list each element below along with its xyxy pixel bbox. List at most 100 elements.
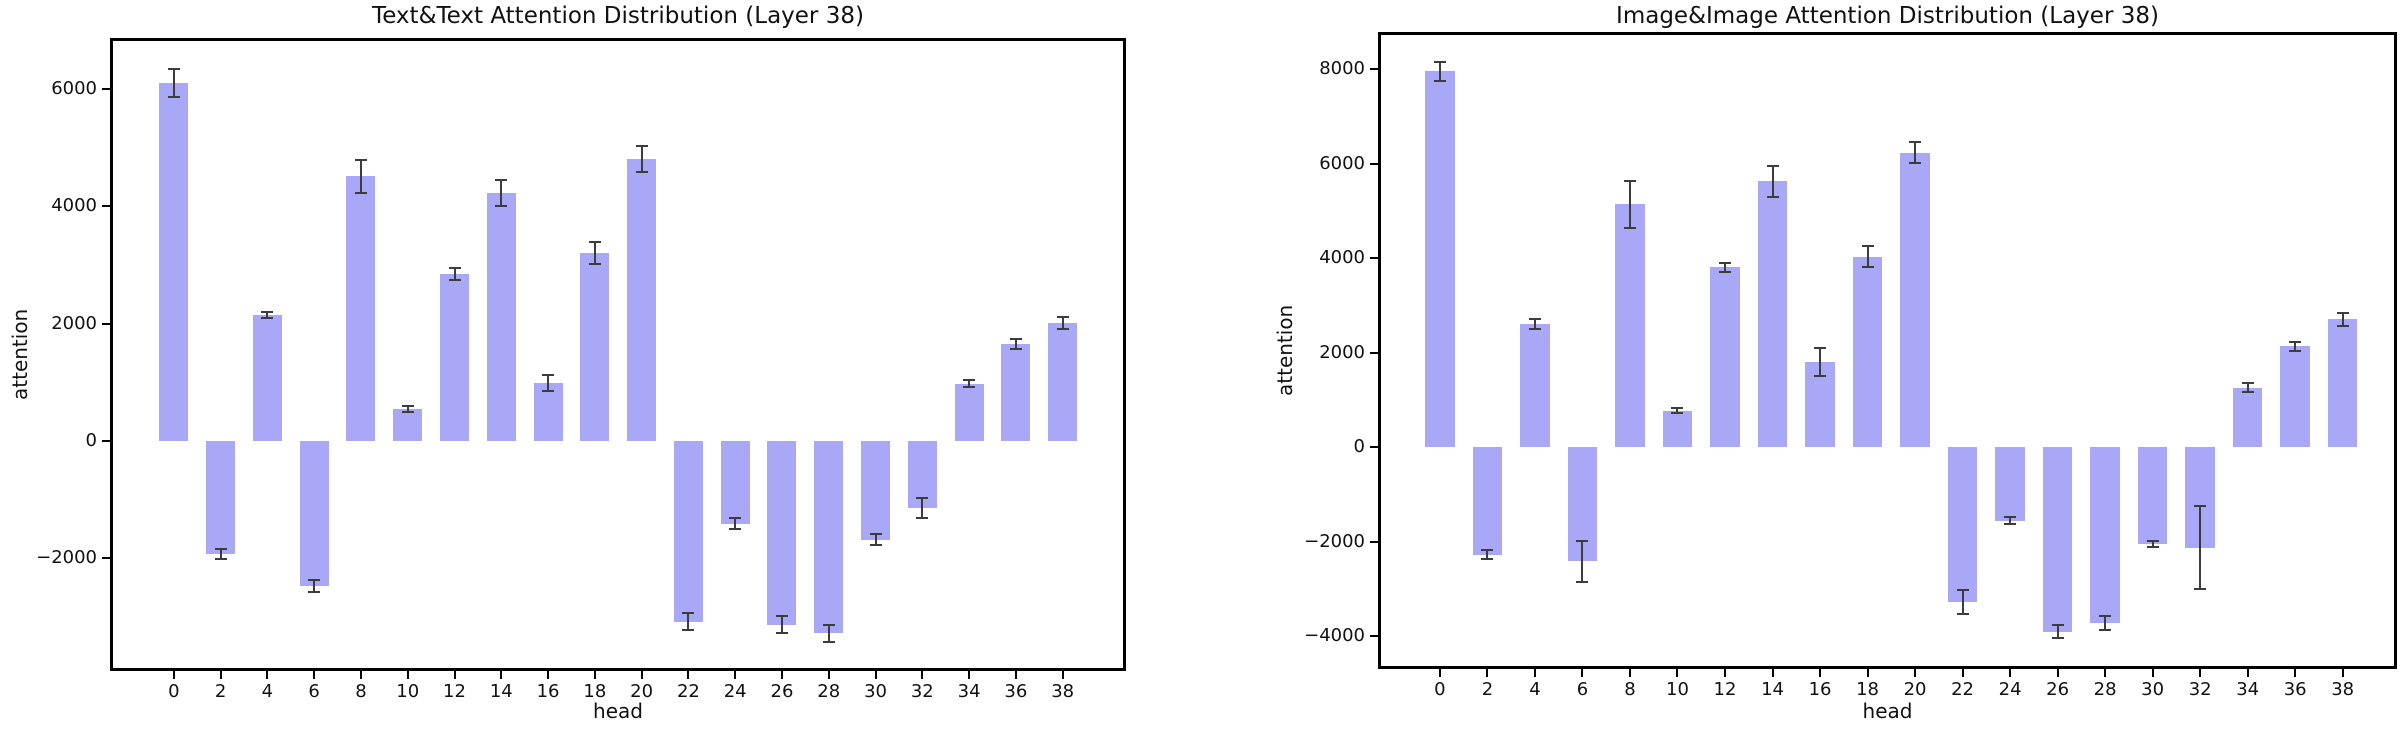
error-cap bbox=[963, 379, 976, 381]
bar bbox=[1001, 343, 1031, 441]
x-tick bbox=[1628, 669, 1631, 677]
chart-title-image-image: Image&Image Attention Distribution (Laye… bbox=[1616, 3, 2159, 29]
error-cap bbox=[2099, 628, 2112, 631]
error-bar bbox=[780, 616, 783, 633]
bar bbox=[907, 441, 937, 509]
x-tick-label: 18 bbox=[1856, 679, 1879, 700]
error-bar bbox=[1771, 165, 1774, 198]
error-bar bbox=[2294, 341, 2297, 352]
x-tick bbox=[734, 671, 737, 679]
error-cap bbox=[1623, 226, 1636, 229]
error-bar bbox=[313, 580, 316, 592]
x-tick-label: 18 bbox=[583, 681, 607, 702]
y-tick bbox=[102, 205, 110, 208]
error-bar bbox=[1819, 347, 1822, 377]
x-tick-label: 26 bbox=[770, 681, 794, 702]
error-cap bbox=[214, 558, 227, 561]
error-cap bbox=[2194, 588, 2207, 591]
error-cap bbox=[1009, 337, 1022, 340]
error-bar bbox=[406, 406, 409, 412]
error-cap bbox=[822, 624, 835, 627]
error-cap bbox=[1623, 179, 1636, 182]
error-bar bbox=[734, 518, 737, 529]
error-cap bbox=[401, 405, 414, 408]
bar bbox=[2232, 387, 2263, 447]
x-tick bbox=[1819, 669, 1822, 677]
x-tick-label: 24 bbox=[1998, 679, 2022, 700]
y-tick bbox=[1370, 257, 1378, 259]
x-tick bbox=[1724, 669, 1726, 677]
x-tick-label: 38 bbox=[1051, 681, 1075, 702]
error-bar bbox=[2151, 540, 2154, 548]
bar bbox=[720, 441, 750, 524]
y-tick-label: 2000 bbox=[51, 312, 97, 334]
x-tick-label: 32 bbox=[910, 681, 934, 702]
error-cap bbox=[495, 205, 508, 208]
x-tick bbox=[1581, 669, 1584, 677]
x-tick-label: 4 bbox=[1529, 679, 1541, 700]
y-tick-label: 6000 bbox=[51, 78, 97, 100]
error-bar bbox=[1866, 246, 1869, 267]
error-bar bbox=[219, 548, 222, 560]
bar bbox=[627, 158, 657, 441]
x-tick-label: 20 bbox=[630, 681, 654, 702]
x-tick-label: 34 bbox=[957, 681, 981, 702]
x-tick bbox=[313, 671, 316, 679]
x-tick bbox=[1533, 669, 1536, 677]
error-cap bbox=[261, 317, 274, 320]
x-tick-label: 2 bbox=[214, 681, 227, 702]
error-cap bbox=[1766, 164, 1779, 167]
error-cap bbox=[1719, 262, 1731, 265]
x-tick bbox=[1676, 669, 1679, 677]
error-bar bbox=[2341, 313, 2344, 326]
bar bbox=[159, 83, 189, 441]
error-cap bbox=[2241, 391, 2254, 394]
error-bar bbox=[1628, 180, 1631, 228]
y-tick-label: 4000 bbox=[51, 195, 97, 217]
bar bbox=[439, 273, 469, 441]
error-cap bbox=[2194, 505, 2207, 508]
error-cap bbox=[635, 171, 648, 174]
bar bbox=[954, 383, 984, 441]
x-tick bbox=[2104, 669, 2107, 677]
error-cap bbox=[1481, 558, 1494, 561]
error-cap bbox=[682, 629, 695, 632]
x-tick-label: 26 bbox=[2046, 679, 2070, 700]
error-cap bbox=[2051, 624, 2064, 627]
x-tick bbox=[2056, 669, 2059, 677]
error-cap bbox=[167, 96, 180, 99]
error-cap bbox=[401, 410, 414, 413]
bar bbox=[1520, 324, 1550, 447]
x-tick bbox=[219, 671, 222, 679]
bar bbox=[533, 383, 563, 441]
error-bar bbox=[1533, 319, 1536, 329]
error-bar bbox=[2009, 517, 2012, 524]
x-tick bbox=[453, 671, 456, 679]
bar bbox=[1615, 204, 1645, 447]
x-tick bbox=[1914, 669, 1917, 677]
x-tick-label: 10 bbox=[1666, 679, 1689, 700]
error-bar bbox=[2056, 625, 2059, 639]
x-tick bbox=[266, 671, 269, 679]
error-cap bbox=[2336, 324, 2349, 327]
y-tick bbox=[102, 322, 110, 325]
error-bar bbox=[1914, 142, 1917, 164]
error-bar bbox=[2104, 615, 2107, 630]
bar bbox=[861, 441, 891, 540]
bar bbox=[346, 176, 376, 441]
y-tick-label: 8000 bbox=[1319, 58, 1365, 80]
x-tick bbox=[500, 671, 503, 679]
x-tick-label: 8 bbox=[355, 681, 367, 702]
error-bar bbox=[266, 311, 269, 319]
error-cap bbox=[869, 532, 882, 535]
bar bbox=[2280, 346, 2310, 447]
error-cap bbox=[1861, 245, 1874, 248]
error-bar bbox=[2199, 506, 2202, 590]
error-bar bbox=[172, 69, 175, 98]
error-cap bbox=[588, 241, 601, 244]
x-tick-label: 22 bbox=[676, 681, 700, 702]
y-tick-label: −2000 bbox=[36, 547, 97, 569]
bar bbox=[206, 441, 236, 555]
error-cap bbox=[822, 640, 835, 643]
